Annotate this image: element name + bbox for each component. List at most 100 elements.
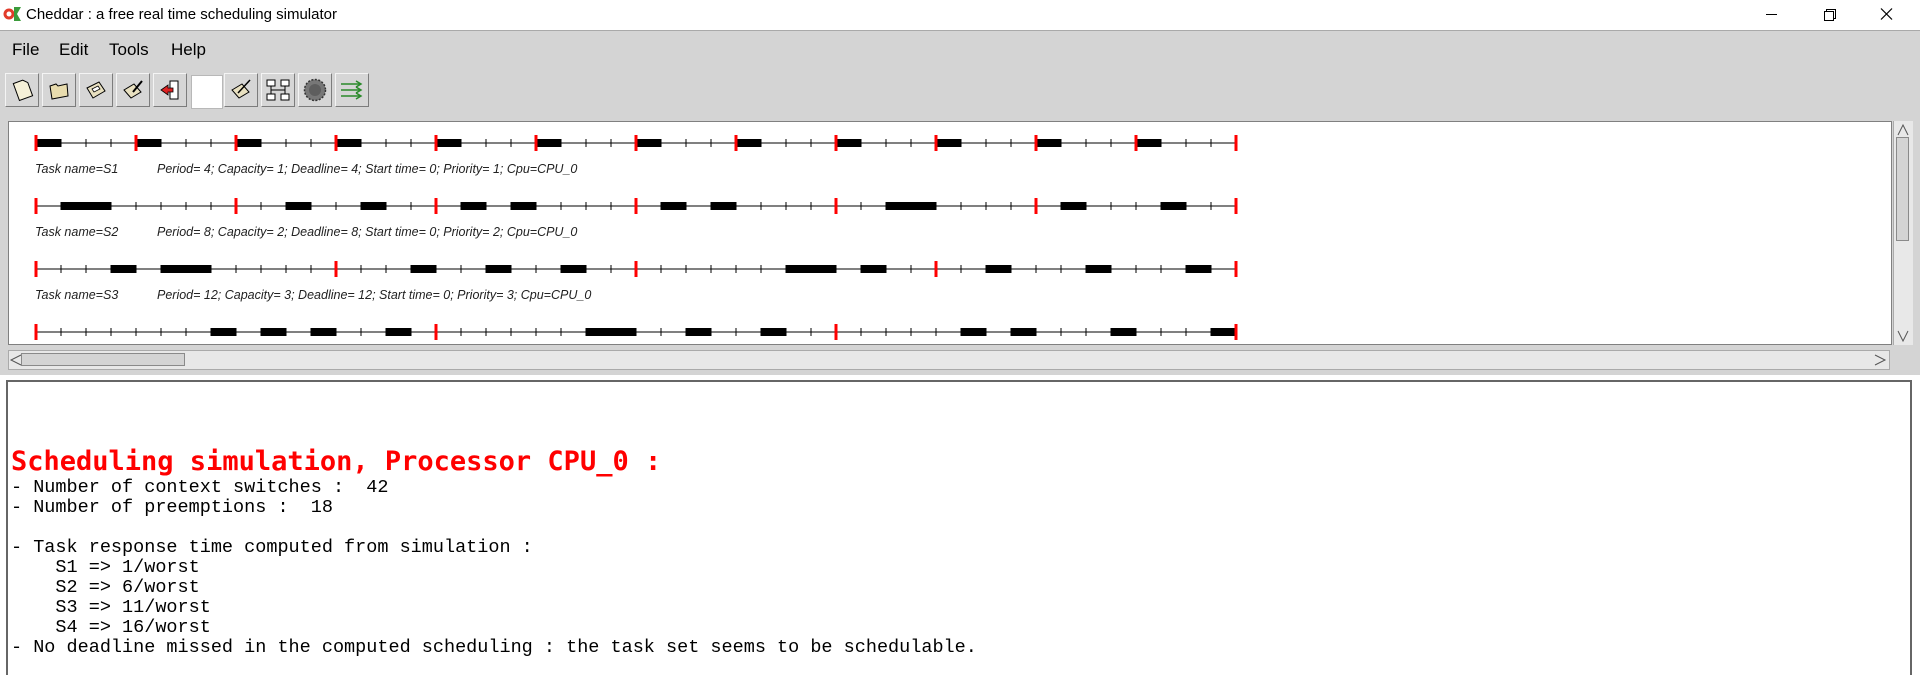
timeline-horizontal-scrollbar[interactable] (8, 350, 1890, 370)
deadline-marker (1034, 198, 1038, 214)
edit-icon (123, 80, 143, 99)
edit-properties-button[interactable] (224, 73, 258, 107)
output-line: S1 => 1/worst (11, 557, 200, 578)
execution-block (386, 328, 411, 336)
deadline-marker (434, 324, 438, 340)
task-name-label: Task name=S2 (35, 225, 119, 239)
execution-block (286, 202, 311, 210)
execution-block (1136, 139, 1161, 147)
task-name-label: Task name=S1 (35, 162, 119, 176)
timeline-vertical-scrollbar[interactable] (1893, 121, 1913, 345)
output-line: - Number of context switches : 42 (11, 477, 389, 498)
execution-block (1211, 328, 1236, 336)
horizontal-scroll-thumb[interactable] (21, 353, 185, 366)
save-button[interactable] (79, 73, 113, 107)
execution-block (211, 328, 236, 336)
timeline-area: Task name=S1 Period= 4; Capacity= 1; Dea… (0, 115, 1920, 375)
execution-block (661, 202, 686, 210)
output-line: - No deadline missed in the computed sch… (11, 637, 977, 658)
execution-block (886, 202, 936, 210)
toolbar-blank-field[interactable] (191, 75, 223, 109)
task-params-label: Period= 12; Capacity= 3; Deadline= 12; S… (157, 288, 592, 302)
scroll-left-arrow-icon (9, 354, 22, 366)
execution-block (461, 202, 486, 210)
execution-block (1036, 139, 1061, 147)
deadline-marker (1134, 135, 1138, 151)
close-button[interactable] (1858, 0, 1916, 29)
restore-button[interactable] (1800, 0, 1858, 29)
output-line: - Task response time computed from simul… (11, 537, 533, 558)
close-icon (1880, 8, 1893, 20)
network-button[interactable] (261, 73, 295, 107)
deadline-marker (234, 135, 238, 151)
simulation-button[interactable] (298, 73, 332, 107)
execution-block (761, 328, 786, 336)
deadline-marker (834, 324, 838, 340)
menu-help[interactable]: Help (171, 40, 206, 59)
deadline-marker (634, 261, 638, 277)
deadline-marker (434, 135, 438, 151)
network-icon (266, 79, 290, 101)
output-line: - Number of preemptions : 18 (11, 497, 333, 518)
deadline-marker (934, 135, 938, 151)
new-file-icon (12, 79, 34, 102)
menu-edit[interactable]: Edit (59, 40, 89, 59)
output-heading: Scheduling simulation, Processor CPU_0 : (11, 446, 662, 477)
deadline-marker (34, 198, 38, 214)
execution-block (1011, 328, 1036, 336)
cheddar-app-icon (3, 7, 21, 21)
execution-block (336, 139, 361, 147)
execution-block (561, 265, 586, 273)
edit-button[interactable] (116, 73, 150, 107)
deadline-marker (934, 261, 938, 277)
execution-block (511, 202, 536, 210)
execution-block (236, 139, 261, 147)
deadline-marker (534, 135, 538, 151)
execution-block (636, 139, 661, 147)
deadline-marker (1234, 198, 1238, 214)
scroll-right-arrow-icon (1874, 354, 1887, 366)
title-bar: Cheddar : a free real time scheduling si… (0, 0, 1920, 29)
scroll-up-arrow-icon (1897, 123, 1909, 136)
execution-block (1086, 265, 1111, 273)
execution-block (411, 265, 436, 273)
deadline-marker (1234, 261, 1238, 277)
edit-properties-icon (231, 79, 251, 99)
execution-block (311, 328, 336, 336)
execution-block (936, 139, 961, 147)
minimize-button[interactable] (1742, 0, 1800, 29)
execution-block (836, 139, 861, 147)
menu-file[interactable]: File (12, 40, 40, 59)
deadline-marker (34, 261, 38, 277)
deadline-marker (1234, 324, 1238, 340)
output-line: S4 => 16/worst (11, 617, 211, 638)
execution-block (986, 265, 1011, 273)
new-file-button[interactable] (5, 73, 39, 107)
vertical-scroll-thumb[interactable] (1896, 137, 1909, 241)
scroll-down-arrow-icon (1897, 330, 1909, 343)
exit-button[interactable] (153, 73, 187, 107)
toolbar (0, 67, 1920, 115)
menu-tools[interactable]: Tools (109, 40, 149, 59)
restore-icon (1824, 9, 1836, 21)
task-params-label: Period= 4; Capacity= 1; Deadline= 4; Sta… (157, 162, 578, 176)
minimize-icon (1766, 14, 1777, 15)
deadline-marker (634, 135, 638, 151)
gear-icon (303, 78, 327, 102)
output-line: S2 => 6/worst (11, 577, 200, 598)
execution-block (1186, 265, 1211, 273)
execution-block (861, 265, 886, 273)
save-disk-icon (86, 81, 106, 99)
execution-block (111, 265, 136, 273)
exit-icon (160, 80, 179, 100)
open-folder-icon (49, 83, 69, 100)
deadline-marker (634, 198, 638, 214)
arrows-button[interactable] (335, 73, 369, 107)
menu-bar: File Edit Tools Help (0, 30, 1920, 68)
task-name-label: Task name=S3 (35, 288, 119, 302)
open-button[interactable] (42, 73, 76, 107)
execution-block (361, 202, 386, 210)
execution-block (536, 139, 561, 147)
execution-block (161, 265, 211, 273)
deadline-marker (34, 135, 38, 151)
